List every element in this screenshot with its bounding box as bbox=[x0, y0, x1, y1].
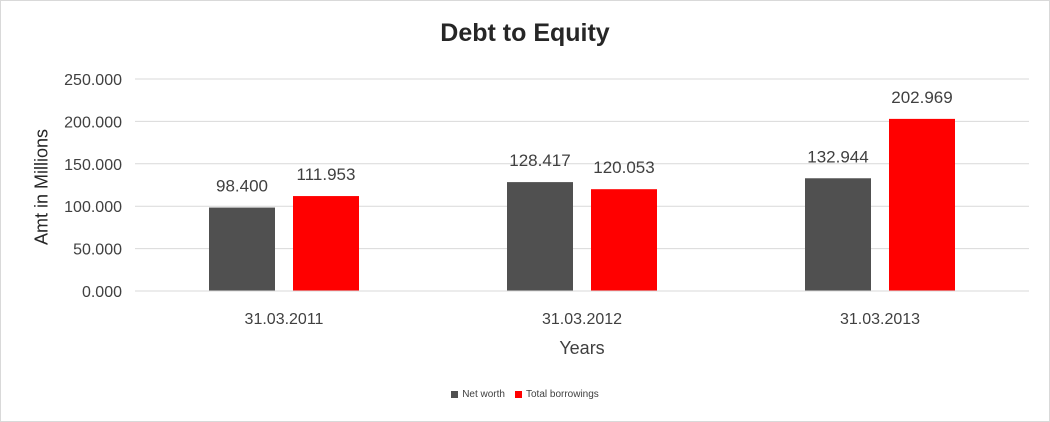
x-tick-label: 31.03.2012 bbox=[542, 311, 622, 328]
data-label: 132.944 bbox=[807, 147, 868, 166]
legend-label: Total borrowings bbox=[525, 389, 599, 400]
x-axis-title: Years bbox=[559, 338, 604, 358]
legend-swatch bbox=[451, 391, 459, 398]
bar bbox=[805, 178, 871, 291]
bar bbox=[209, 207, 275, 291]
bar bbox=[507, 182, 573, 291]
y-tick-label: 150.000 bbox=[64, 157, 122, 174]
bar bbox=[889, 118, 955, 291]
legend: Net worth Total borrowings bbox=[1, 389, 1049, 401]
x-tick-label: 31.03.2011 bbox=[245, 311, 324, 328]
y-tick-label: 200.000 bbox=[64, 114, 122, 131]
bar bbox=[591, 189, 657, 291]
y-tick-label: 100.000 bbox=[64, 199, 122, 216]
data-label: 98.400 bbox=[216, 177, 268, 196]
y-tick-label: 50.000 bbox=[73, 242, 122, 259]
legend-label: Net worth bbox=[462, 389, 505, 400]
y-tick-label: 250.000 bbox=[64, 72, 122, 89]
data-label: 202.969 bbox=[891, 88, 952, 107]
chart-title: Debt to Equity bbox=[440, 19, 610, 47]
x-tick-label: 31.03.2013 bbox=[840, 311, 920, 328]
legend-item: Total borrowings bbox=[514, 389, 599, 400]
legend-item: Net worth bbox=[451, 389, 505, 400]
bar bbox=[293, 196, 359, 291]
data-label: 111.953 bbox=[297, 165, 356, 184]
data-label: 128.417 bbox=[509, 151, 570, 170]
legend-swatch bbox=[514, 391, 522, 398]
y-tick-label: 0.000 bbox=[82, 284, 122, 301]
data-label: 120.053 bbox=[593, 158, 654, 177]
